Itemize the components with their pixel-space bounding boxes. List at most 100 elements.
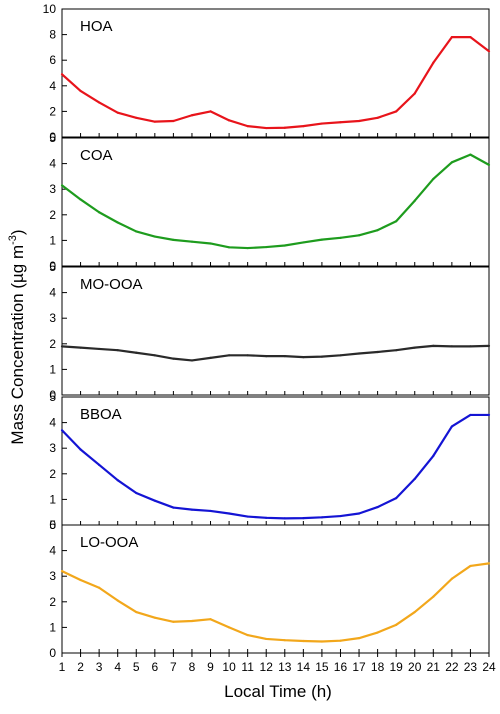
series-line-coa [61,153,490,250]
x-tick-label: 17 [352,660,366,674]
data-point-mo-ooa [98,347,101,351]
data-point-coa [450,161,453,164]
data-point-lo-ooa [487,562,491,565]
data-point-hoa [153,120,156,123]
y-tick-label-hoa: 8 [49,28,56,42]
data-point-hoa [172,119,175,123]
panel-hoa: 0 2 4 6 8 10 HOA [43,2,491,144]
data-point-mo-ooa [116,349,119,352]
x-tick-label: 1 [59,660,66,674]
data-point-mo-ooa [376,350,379,354]
data-point-lo-ooa [320,640,324,643]
data-point-lo-ooa [98,586,101,589]
panel-frame-coa [61,137,490,267]
panel-coa: 0 1 2 3 4 5 COA [49,131,491,273]
data-point-hoa [265,126,268,130]
data-point-bboa [487,413,491,417]
data-point-bboa [450,425,453,428]
data-point-mo-ooa [413,346,416,349]
data-point-hoa [450,36,453,39]
data-point-bboa [172,506,175,509]
panel-label-coa: COA [80,147,113,164]
data-point-bboa [190,508,194,511]
x-axis-title: Local Time (h) [224,682,332,701]
data-point-bboa [469,413,472,417]
data-point-lo-ooa [79,578,82,582]
data-point-bboa [283,517,286,520]
y-tick-label-mo-ooa: 5 [49,260,56,274]
panel-mo-ooa: 0 1 2 3 4 5 MO-OOA [49,260,491,402]
data-point-hoa [395,110,398,113]
data-point-mo-ooa [357,352,361,355]
data-point-bboa [153,499,156,502]
series-line-mo-ooa [61,344,490,362]
data-point-hoa [190,114,194,117]
data-point-bboa [79,448,82,451]
panel-frame-bboa [61,396,490,526]
y-tick-label-hoa: 0 [49,130,56,144]
y-tick-label-lo-ooa: 5 [49,518,56,532]
data-point-coa [469,153,472,156]
y-axis-title-superscript: -3 [7,235,19,245]
data-point-lo-ooa [469,564,472,568]
data-point-lo-ooa [116,599,119,602]
data-point-coa [172,238,175,241]
data-point-coa [320,238,324,241]
data-point-lo-ooa [209,618,212,621]
x-tick-label: 11 [241,660,254,674]
panels-group: 0246810HOA012345COA012345MO-OOA012345BBO… [43,2,491,660]
panel-label-mo-ooa: MO-OOA [80,276,143,293]
y-tick-label-hoa: 2 [49,104,56,118]
y-tick-label-bboa: 2 [49,467,56,481]
x-tick-label: 24 [482,660,496,674]
y-tick-label-hoa: 10 [43,2,57,16]
x-tick-label: 20 [408,660,422,674]
data-point-mo-ooa [469,345,472,348]
y-axis-title-close: ) [8,229,27,235]
x-tick-label: 19 [389,660,403,674]
data-point-mo-ooa [450,345,453,348]
data-point-mo-ooa [172,357,175,360]
data-point-lo-ooa [190,619,194,623]
x-tick-label: 6 [151,660,158,674]
y-tick-label-bboa: 4 [49,416,56,430]
data-point-lo-ooa [60,569,64,573]
panel-label-lo-ooa: LO-OOA [80,534,138,551]
y-axis-title-main: Mass Concentration (µg m [8,245,27,445]
x-tick-label: 5 [133,660,140,674]
data-point-coa [432,177,435,181]
x-tick-label: 23 [464,660,478,674]
data-point-bboa [98,463,101,466]
y-tick-label-coa: 5 [49,131,56,145]
data-point-lo-ooa [357,637,361,640]
data-point-bboa [246,515,249,518]
x-tick-label: 15 [315,660,329,674]
data-point-bboa [135,491,138,495]
y-tick-label-coa: 3 [49,182,56,196]
x-tick-label: 9 [207,660,214,674]
y-tick-label-bboa: 1 [49,492,56,506]
data-point-coa [227,246,231,249]
data-point-mo-ooa [487,344,491,347]
data-point-mo-ooa [153,354,156,357]
data-point-bboa [302,516,305,520]
data-point-lo-ooa [135,610,138,614]
data-point-lo-ooa [265,637,268,641]
y-tick-label-lo-ooa: 3 [49,569,56,583]
x-tick-label: 21 [427,660,441,674]
x-tick-label: 16 [334,660,348,674]
data-point-hoa [376,116,379,119]
data-point-hoa [357,119,361,123]
data-point-hoa [209,110,212,113]
y-tick-label-coa: 0 [49,259,56,273]
data-point-hoa [98,101,101,104]
data-point-coa [153,235,156,238]
y-tick-label-mo-ooa: 4 [49,286,56,300]
x-tick-label: 2 [77,660,84,674]
x-tick-label: 22 [445,660,459,674]
panel-frame-lo-ooa [61,524,490,654]
y-tick-label-bboa: 5 [49,390,56,404]
data-point-coa [413,199,416,202]
series-line-bboa [61,413,489,520]
x-axis: 1 2 3 4 5 6 7 8 9 10 11 12 13 14 15 16 17 18 19 20 21 22 23 24 [59,653,496,674]
